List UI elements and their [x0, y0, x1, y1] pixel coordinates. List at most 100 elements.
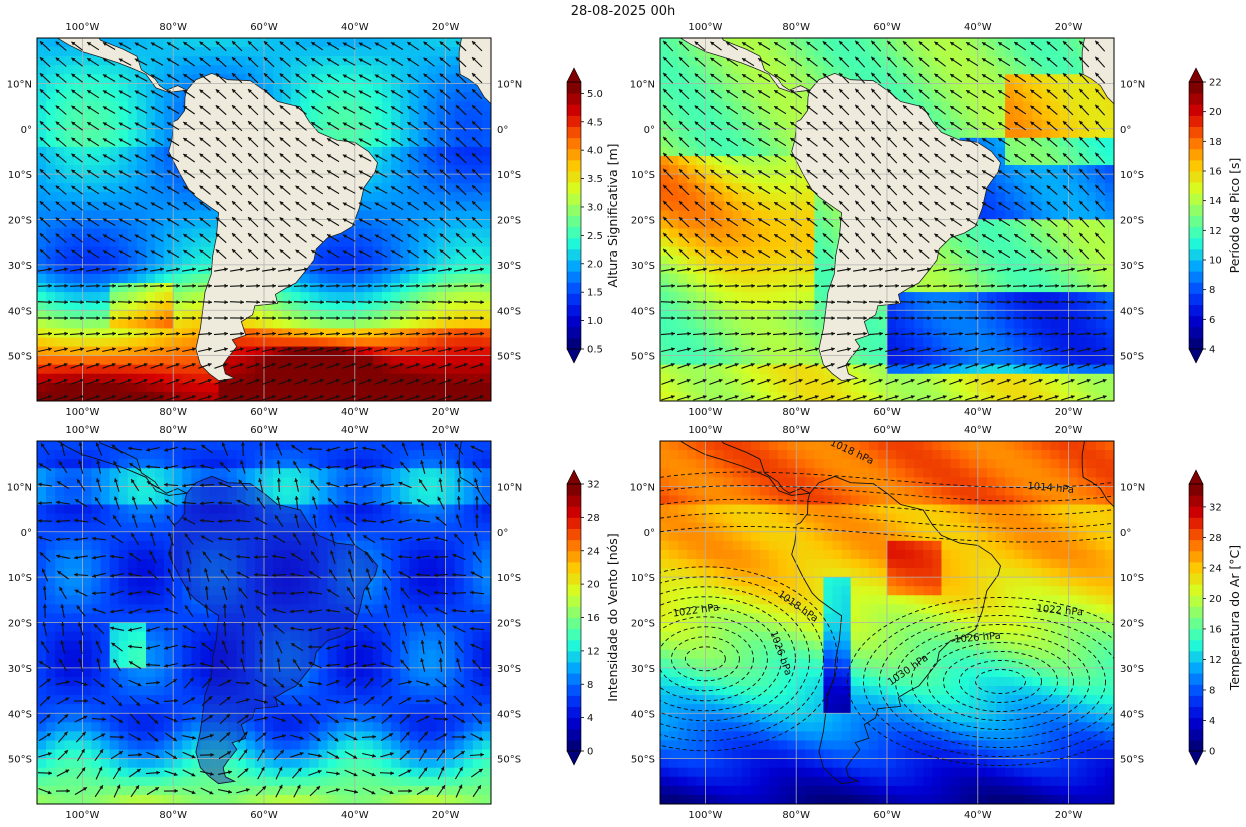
colorbar-segment — [567, 517, 581, 530]
colorbar-segment — [567, 606, 581, 619]
lat-tick-label-right: 10°S — [497, 170, 521, 181]
colorbar-tick-label: 4 — [1209, 345, 1215, 356]
colorbar-tick-label: 20 — [1209, 107, 1222, 118]
lon-tick-label-top: 80°W — [159, 22, 187, 33]
lon-tick-label-bottom: 100°W — [688, 810, 722, 821]
lon-tick-label-bottom: 40°W — [964, 407, 992, 418]
colorbar-segment — [1189, 739, 1203, 752]
lat-tick-label-right: 40°S — [497, 306, 521, 317]
colorbar-segment — [1189, 628, 1203, 641]
lat-tick-label-right: 0° — [497, 528, 508, 539]
colorbar-tick-label: 16 — [1209, 167, 1222, 178]
colorbar-segment — [1189, 573, 1203, 585]
colorbar-segment — [567, 506, 581, 518]
lat-tick-label-left: 40°S — [8, 306, 32, 317]
colorbar-segment — [1189, 326, 1203, 339]
colorbar-segment — [1189, 171, 1203, 183]
colorbar-segment — [567, 304, 581, 317]
lon-tick-label-top: 80°W — [159, 425, 187, 436]
colorbar-segment — [567, 706, 581, 719]
colorbar-segment — [567, 739, 581, 752]
colorbar-tick-label: 24 — [1209, 563, 1222, 574]
colorbar-segment — [1189, 684, 1203, 696]
colorbar-segment — [1189, 226, 1203, 239]
colorbar-segment — [1189, 706, 1203, 719]
lat-tick-label-right: 50°S — [1120, 352, 1144, 363]
lat-tick-label-right: 0° — [497, 125, 508, 136]
colorbar-segment — [1189, 104, 1203, 116]
colorbar-segment — [567, 226, 581, 239]
colorbar-label: Temperatura do Ar [°C] — [1227, 545, 1242, 691]
coastline — [56, 441, 189, 496]
lon-tick-label-top: 40°W — [341, 22, 369, 33]
lat-tick-label-right: 50°S — [497, 755, 521, 766]
direction-arrows — [37, 40, 485, 401]
coastline — [679, 441, 812, 496]
lat-tick-label-left: 10°S — [8, 170, 32, 181]
colorbar-extend-max — [566, 67, 582, 83]
colorbar-tick-label: 1.0 — [587, 316, 603, 327]
colorbar-tick-label: 28 — [1209, 533, 1222, 544]
lat-tick-label-left: 20°S — [631, 216, 655, 227]
lon-tick-label-bottom: 40°W — [964, 810, 992, 821]
lon-tick-label-bottom: 100°W — [688, 407, 722, 418]
colorbar-segment — [567, 93, 581, 105]
colorbar-segment — [567, 495, 581, 507]
lon-tick-label-top: 100°W — [688, 22, 722, 33]
lat-tick-label-left: 30°S — [631, 664, 655, 675]
lon-tick-label-top: 80°W — [782, 22, 810, 33]
colorbar-segment — [1189, 650, 1203, 663]
colorbar-segment — [567, 293, 581, 306]
lat-tick-label-right: 30°S — [1120, 664, 1144, 675]
colorbar-tick-label: 12 — [587, 646, 600, 657]
coastline — [791, 475, 1001, 785]
colorbar-segment — [567, 628, 581, 641]
lon-tick-label-top: 40°W — [341, 425, 369, 436]
lat-tick-label-right: 20°S — [497, 216, 521, 227]
colorbar-segment — [567, 484, 581, 496]
lat-tick-label-left: 40°S — [8, 709, 32, 720]
colorbar-tick-label: 0 — [1209, 747, 1215, 758]
central-america-land — [56, 38, 189, 93]
coastline — [458, 441, 491, 508]
colorbar-tick-label: 0 — [587, 747, 593, 758]
colorbar-tick-label: 8 — [1209, 685, 1215, 696]
colorbar-tick-label: 1.5 — [587, 288, 603, 299]
direction-arrows — [660, 40, 1108, 401]
colorbar-segment — [1189, 506, 1203, 518]
colorbar-segment — [567, 528, 581, 541]
colorbar-segment — [1189, 237, 1203, 250]
lon-tick-label-top: 40°W — [964, 425, 992, 436]
colorbar-extend-min — [566, 750, 582, 766]
colorbar-tick-label: 22 — [1209, 78, 1222, 89]
lat-tick-label-right: 20°S — [497, 619, 521, 630]
colorbar-segment — [1189, 728, 1203, 741]
lat-tick-label-left: 40°S — [631, 306, 655, 317]
colorbar-segment — [1189, 584, 1203, 596]
lon-tick-label-top: 100°W — [65, 425, 99, 436]
lat-tick-label-left: 0° — [644, 528, 655, 539]
lat-tick-label-left: 10°N — [630, 79, 655, 90]
lat-tick-label-left: 50°S — [631, 352, 655, 363]
colorbar-segment — [567, 684, 581, 696]
lat-tick-label-left: 10°S — [631, 573, 655, 584]
lon-tick-label-bottom: 20°W — [432, 810, 460, 821]
colorbar-segment — [567, 695, 581, 708]
lon-tick-label-bottom: 40°W — [341, 810, 369, 821]
colorbar-label: Altura Significativa [m] — [605, 143, 620, 287]
isobar-label: 1022 hPa — [1036, 603, 1083, 618]
lon-tick-label-bottom: 80°W — [159, 407, 187, 418]
colorbar-segment — [1189, 204, 1203, 217]
colorbar-segment — [567, 717, 581, 730]
map-field — [37, 441, 491, 804]
lat-tick-label-right: 10°N — [497, 482, 522, 493]
colorbar-tick-label: 5.0 — [587, 89, 603, 100]
colorbar-tick-label: 14 — [1209, 196, 1222, 207]
colorbar-segment — [567, 539, 581, 552]
colorbar-label: Intensidade do Vento [nós] — [605, 533, 620, 701]
lon-tick-label-bottom: 60°W — [250, 810, 278, 821]
colorbar-segment — [567, 159, 581, 172]
lon-tick-label-top: 100°W — [688, 425, 722, 436]
